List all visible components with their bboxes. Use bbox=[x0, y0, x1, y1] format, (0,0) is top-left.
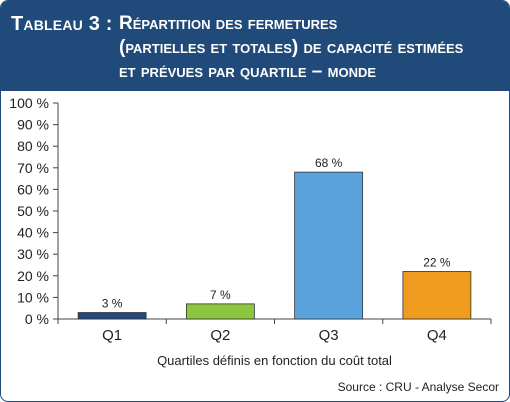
x-tick-label: Q4 bbox=[427, 327, 447, 344]
title-line-3: et prévues par quartile – monde bbox=[119, 61, 377, 82]
y-tick-label: 90 % bbox=[17, 117, 49, 133]
x-tick-label: Q3 bbox=[319, 327, 339, 344]
data-label: 3 % bbox=[102, 297, 123, 311]
y-tick-label: 30 % bbox=[17, 246, 49, 262]
bar-q4 bbox=[402, 271, 472, 320]
y-tick-label: 100 % bbox=[9, 95, 49, 111]
source-note: Source : CRU - Analyse Secor bbox=[338, 380, 499, 394]
y-tick-label: 80 % bbox=[17, 138, 49, 154]
table-number: Tableau 3 : bbox=[11, 13, 113, 35]
x-tick-label: Q1 bbox=[102, 327, 122, 344]
data-label: 22 % bbox=[423, 255, 451, 269]
y-tick-label: 40 % bbox=[17, 225, 49, 241]
y-tick-label: 50 % bbox=[17, 203, 49, 219]
bar-q2 bbox=[185, 303, 255, 320]
data-label: 68 % bbox=[315, 156, 343, 170]
title-line-2: (partielles et totales) de capacité esti… bbox=[119, 37, 464, 58]
x-axis-title: Quartiles définis en fonction du coût to… bbox=[157, 353, 392, 368]
bar-chart: 0 % 10 % 20 % 30 % 40 % 50 % 60 % 70 % 80 % 90 % 1… bbox=[9, 95, 499, 394]
y-tick-label: 60 % bbox=[17, 181, 49, 197]
title-line-1: Répartition des fermetures bbox=[119, 13, 338, 34]
data-label: 7 % bbox=[210, 288, 231, 302]
chart-header: Tableau 3 : Répartition des fermetures (… bbox=[1, 1, 509, 91]
y-tick-label: 0 % bbox=[25, 311, 49, 327]
y-tick-label: 20 % bbox=[17, 268, 49, 284]
x-tick-label: Q2 bbox=[210, 327, 230, 344]
y-tick-label: 70 % bbox=[17, 160, 49, 176]
chart-area: 0 % 10 % 20 % 30 % 40 % 50 % 60 % 70 % 80 % 90 % 1… bbox=[1, 93, 509, 401]
y-tick-label: 10 % bbox=[17, 289, 49, 305]
bar-q1 bbox=[77, 312, 147, 320]
bar-q3 bbox=[294, 171, 364, 320]
